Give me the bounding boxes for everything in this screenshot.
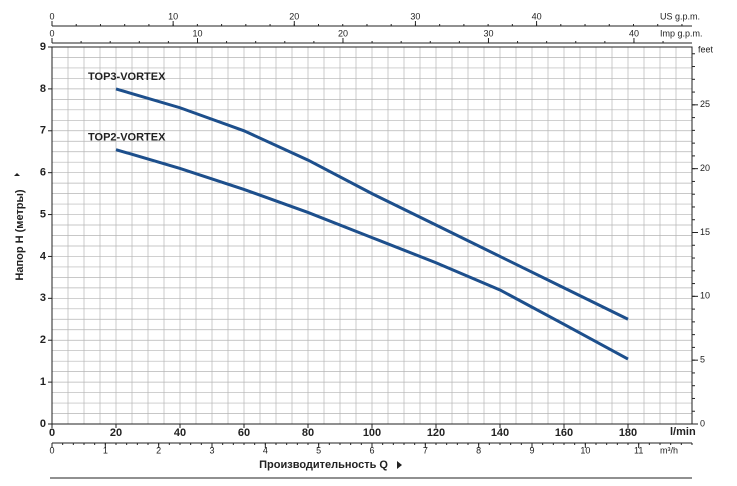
tick-label: 3 [209,445,214,455]
axis-unit: m³/h [660,445,678,455]
tick-label: 30 [410,11,420,21]
x-unit: l/min [670,426,696,438]
x-tick-label: 60 [238,427,250,439]
x-axis-label: Производительность Q [259,459,388,471]
x-tick-label: 40 [174,427,186,439]
tick-label: 10 [192,28,202,38]
tick-label: 5 [700,355,705,365]
y-tick-label: 0 [40,418,46,430]
x-tick-label: 140 [491,427,509,439]
x-tick-label: 120 [427,427,445,439]
tick-label: 4 [263,445,268,455]
tick-label: 20 [338,28,348,38]
y-tick-label: 1 [40,376,46,388]
axis-unit: US g.p.m. [660,11,700,21]
tick-label: 0 [49,445,54,455]
axis-unit: feet [698,44,714,54]
tick-label: 1 [103,445,108,455]
tick-label: 5 [316,445,321,455]
curve [115,148,629,361]
y-tick-label: 3 [40,292,46,304]
tick-label: 15 [700,227,710,237]
y-tick-label: 5 [40,208,46,220]
tick-label: 6 [369,445,374,455]
curve-label: TOP3-VORTEX [88,71,166,83]
x-tick-label: 20 [110,427,122,439]
tick-label: 0 [700,418,705,428]
y-tick-label: 6 [40,167,46,179]
tick-label: 0 [49,28,54,38]
tick-label: 25 [700,99,710,109]
curve-label: TOP2-VORTEX [88,132,166,144]
tick-label: 20 [289,11,299,21]
plot-frame [51,46,693,425]
tick-label: 0 [49,11,54,21]
y-axis-label: Напор H (метры) [14,189,26,280]
y-tick-label: 4 [40,250,47,262]
tick-label: 10 [580,445,590,455]
x-tick-label: 160 [555,427,573,439]
tick-label: 30 [483,28,493,38]
tick-label: 2 [156,445,161,455]
y-tick-label: 2 [40,334,46,346]
x-tick-label: 80 [302,427,314,439]
tick-label: 20 [700,163,710,173]
tick-label: 7 [423,445,428,455]
tick-label: 11 [634,445,643,455]
y-arrow [14,173,20,176]
minor-grid [51,46,693,425]
x-tick-label: 100 [363,427,381,439]
y-tick-label: 9 [40,41,46,53]
tick-label: 40 [629,28,639,38]
axis-unit: Imp g.p.m. [660,28,703,38]
x-tick-label: 0 [49,427,55,439]
y-tick-label: 8 [40,83,46,95]
y-tick-label: 7 [40,125,46,137]
curve [115,87,629,321]
tick-label: 10 [168,11,178,21]
tick-label: 10 [700,291,710,301]
tick-label: 9 [529,445,534,455]
tick-label: 40 [532,11,542,21]
x-tick-label: 180 [619,427,637,439]
x-arrow [397,461,402,469]
tick-label: 8 [476,445,481,455]
